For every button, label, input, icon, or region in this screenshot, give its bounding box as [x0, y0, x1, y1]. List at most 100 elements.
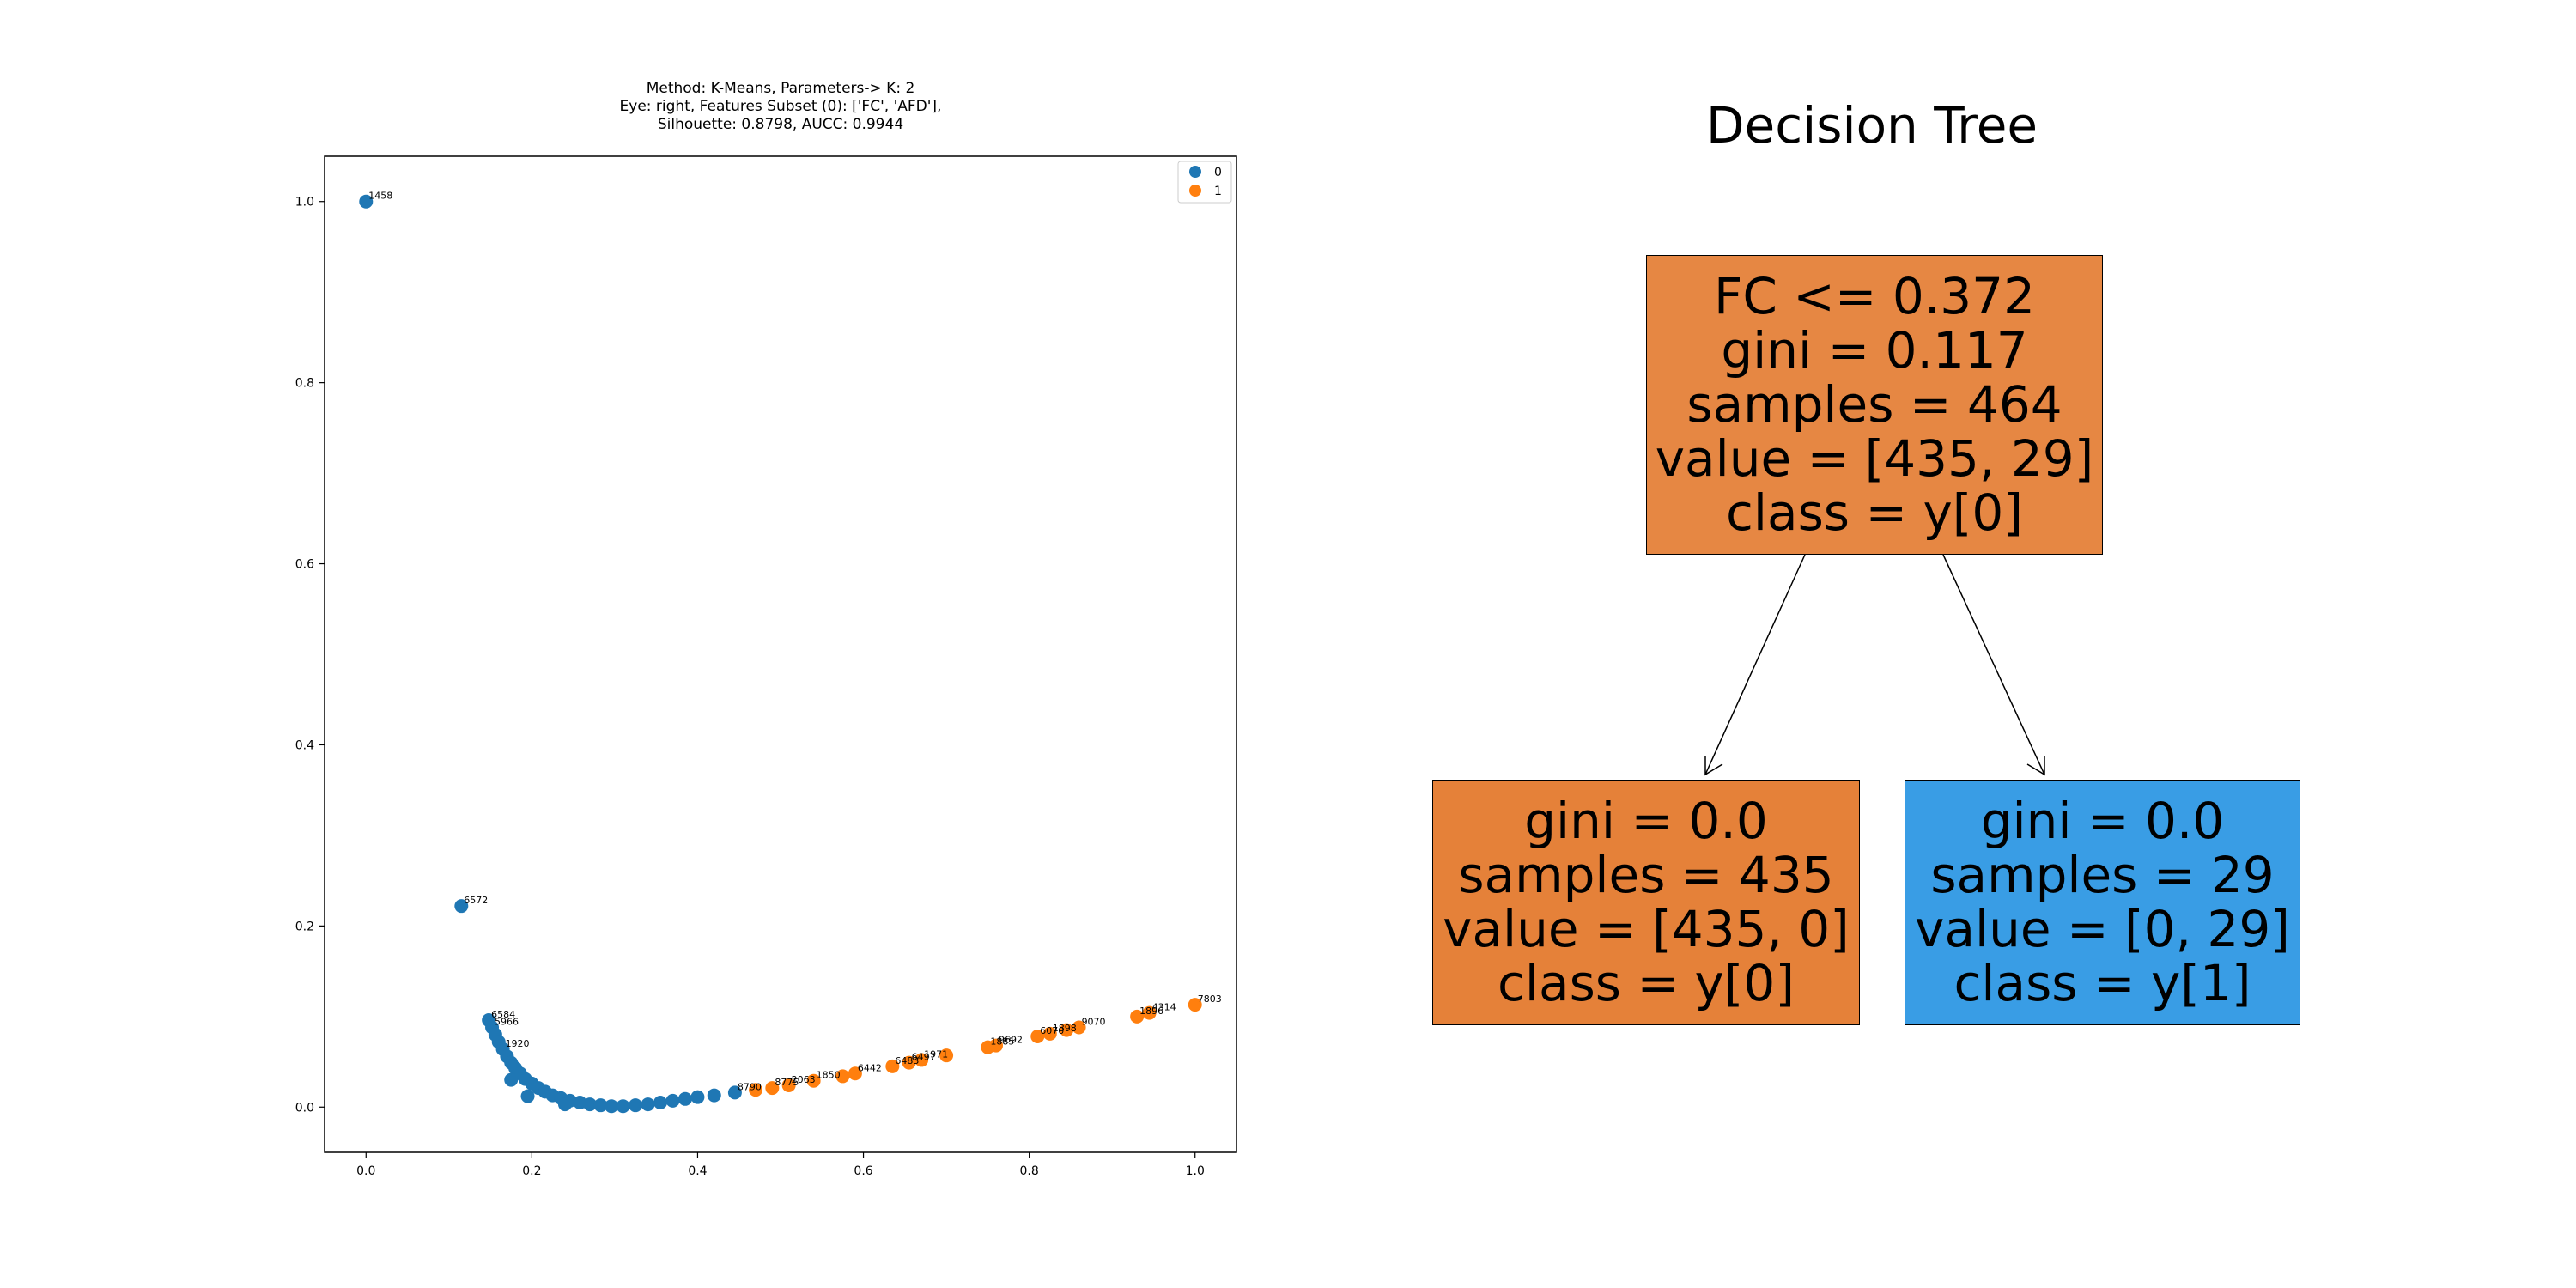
point-label: 1920	[506, 1038, 530, 1049]
y-axis: 0.0 0.2 0.4 0.6 0.8 1.0	[295, 196, 325, 1115]
point-label: 1971	[924, 1048, 948, 1060]
point-label: 4314	[1152, 1002, 1176, 1013]
point-label: 8775	[775, 1077, 799, 1088]
point-label: 9070	[1082, 1016, 1106, 1027]
scatter-point-series-1	[1072, 1020, 1086, 1035]
point-label: 1850	[817, 1070, 841, 1081]
scatter-point-series-0	[593, 1098, 608, 1113]
chart-title-line: Silhouette: 0.8798, AUCC: 0.9944	[658, 116, 903, 133]
root-gini: gini = 0.117	[1721, 321, 2028, 380]
x-axis: 0.0 0.2 0.4 0.6 0.8 1.0	[356, 1152, 1205, 1178]
right-value: value = [0, 29]	[1915, 900, 2290, 958]
scatter-point-series-1	[1060, 1023, 1074, 1037]
scatter-point-series-0	[677, 1091, 692, 1106]
edge-right	[1942, 554, 2045, 775]
y-tick-label: 0.6	[295, 558, 314, 572]
y-tick-label: 0.8	[295, 377, 314, 391]
tree-node-right: gini = 0.0 samples = 29 value = [0, 29] …	[1905, 780, 2300, 1025]
scatter-point-series-1	[914, 1053, 929, 1067]
x-tick-label: 0.0	[356, 1164, 375, 1178]
scatter-point-series-1	[1188, 998, 1202, 1012]
y-tick-label: 0.4	[295, 738, 314, 752]
legend: 0 1	[1177, 161, 1232, 204]
right-samples: samples = 29	[1930, 846, 2275, 904]
tree-node-root: FC <= 0.372 gini = 0.117 samples = 464 v…	[1646, 255, 2103, 555]
x-tick-label: 0.6	[854, 1164, 872, 1178]
x-tick-label: 1.0	[1186, 1164, 1205, 1178]
scatter-point-series-0	[557, 1097, 572, 1112]
scatter-point-series-0	[454, 899, 469, 914]
x-tick-label: 0.4	[688, 1164, 707, 1178]
scatter-point-series-0	[520, 1089, 535, 1103]
y-tick-label: 0.2	[295, 920, 314, 933]
plot-frame	[324, 155, 1237, 1153]
scatter-point-series-1	[902, 1055, 916, 1070]
legend-marker-0	[1189, 166, 1201, 178]
legend-marker-1	[1189, 185, 1201, 197]
scatter-point-series-1	[989, 1038, 1004, 1053]
y-tick-label: 1.0	[295, 196, 314, 210]
scatter-point-series-1	[1042, 1026, 1057, 1041]
scatter-point-series-0	[690, 1090, 705, 1104]
scatter-point-series-0	[504, 1072, 519, 1087]
scatter-point-series-1	[1130, 1009, 1145, 1024]
tree-node-left: gini = 0.0 samples = 435 value = [435, 0…	[1432, 780, 1860, 1025]
chart-title-line: Method: K-Means, Parameters-> K: 2	[647, 80, 915, 97]
point-label: 1458	[368, 191, 392, 202]
point-label: 7803	[1198, 993, 1222, 1005]
scatter-point-series-1	[765, 1081, 780, 1096]
point-label: 6483	[895, 1055, 919, 1066]
root-split: FC <= 0.372	[1714, 267, 2035, 325]
x-tick-label: 0.8	[1020, 1164, 1039, 1178]
scatter-point-series-0	[616, 1099, 630, 1114]
left-samples: samples = 435	[1458, 846, 1834, 904]
point-label: 5966	[495, 1016, 519, 1027]
point-label: 6442	[858, 1062, 882, 1073]
right-gini: gini = 0.0	[1980, 792, 2225, 850]
scatter-point-series-1	[885, 1059, 900, 1073]
point-label: 2063	[792, 1074, 816, 1085]
edge-left	[1704, 554, 1806, 775]
scatter-point-series-1	[939, 1048, 954, 1063]
arrowhead-right	[2026, 756, 2045, 776]
arrowhead-left	[1704, 756, 1723, 776]
scatter-point-series-1	[1030, 1030, 1045, 1044]
right-class: class = y[1]	[1953, 954, 2251, 1012]
scatter-point-series-0	[727, 1085, 742, 1100]
scatter-point-series-0	[605, 1099, 619, 1114]
root-value: value = [435, 29]	[1655, 429, 2094, 488]
scatter-point-series-1	[1142, 1005, 1157, 1020]
point-label: 6572	[464, 895, 488, 906]
point-label: 6070	[1040, 1025, 1064, 1036]
point-label: 1896	[1139, 1005, 1163, 1017]
legend-label-1: 1	[1214, 185, 1222, 198]
legend-label-0: 0	[1214, 166, 1222, 179]
root-class: class = y[0]	[1726, 483, 2023, 542]
scatter-point-series-0	[641, 1097, 655, 1112]
root-samples: samples = 464	[1686, 375, 2063, 434]
point-label: 6584	[491, 1009, 515, 1020]
scatter-point-series-1	[848, 1066, 862, 1081]
point-label: 8790	[738, 1081, 762, 1092]
point-label: 1885	[990, 1036, 1014, 1048]
x-tick-label: 0.2	[522, 1164, 541, 1178]
left-class: class = y[0]	[1498, 954, 1795, 1012]
chart-title-line: Eye: right, Features Subset (0): ['FC', …	[620, 98, 942, 115]
scatter-point-series-1	[781, 1078, 796, 1092]
left-gini: gini = 0.0	[1524, 792, 1768, 850]
scatter-point-series-0	[707, 1088, 721, 1103]
scatter-point-series-1	[835, 1069, 850, 1084]
y-tick-label: 0.0	[295, 1101, 314, 1115]
scatter-points	[359, 194, 1202, 1114]
tree-title: Decision Tree	[1705, 96, 2038, 155]
point-label: 6497	[912, 1052, 936, 1063]
scatter-point-series-1	[749, 1083, 763, 1097]
point-label: 1898	[1053, 1023, 1077, 1034]
scatter-point-series-0	[582, 1097, 597, 1112]
scatter-point-series-0	[665, 1093, 680, 1108]
scatter-point-series-1	[806, 1073, 821, 1088]
